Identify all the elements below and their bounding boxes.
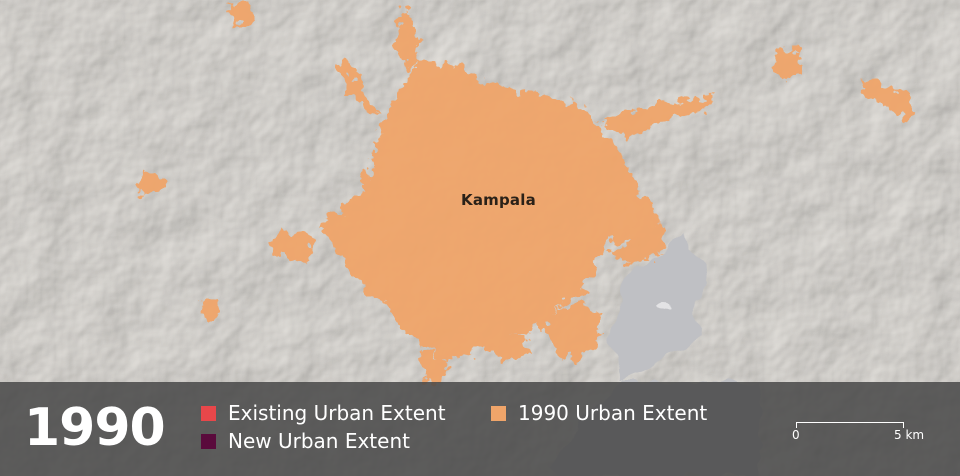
legend-swatch-existing	[201, 405, 216, 421]
urban-extent-1990	[138, 4, 918, 382]
year-label: 1990	[24, 398, 166, 458]
scale-bar: 0 5 km	[792, 418, 932, 448]
scale-label-end: 5 km	[894, 428, 925, 442]
legend-swatch-new	[201, 433, 216, 449]
legend-swatch-1990	[491, 405, 506, 421]
legend-item-1990-urban: 1990 Urban Extent	[491, 401, 707, 425]
legend-label-1990: 1990 Urban Extent	[518, 401, 708, 425]
legend-bar	[0, 382, 960, 476]
scale-bar-line	[796, 422, 904, 428]
legend-item-existing-urban: Existing Urban Extent	[201, 401, 446, 425]
legend-label-existing: Existing Urban Extent	[228, 401, 446, 425]
city-label-kampala: Kampala	[461, 191, 536, 209]
legend-item-new-urban: New Urban Extent	[201, 429, 410, 453]
scale-label-start: 0	[792, 428, 800, 442]
legend-label-new: New Urban Extent	[228, 429, 410, 453]
